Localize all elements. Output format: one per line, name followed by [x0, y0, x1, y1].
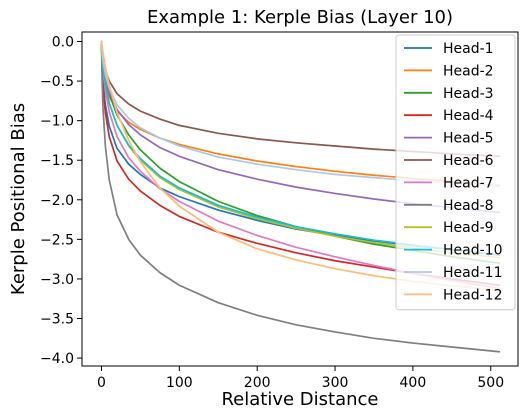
legend-label-head-3: Head-3	[443, 86, 494, 102]
y-axis-label: Kerple Positional Bias	[8, 103, 29, 295]
x-tick-label: 500	[477, 375, 504, 391]
plot-frame	[81, 31, 519, 367]
x-axis-label: Relative Distance	[221, 389, 378, 410]
y-tick-label: 0.0	[52, 34, 74, 50]
legend-label-head-11: Head-11	[443, 265, 502, 281]
legend-label-head-8: Head-8	[443, 198, 494, 214]
axes-layer: 0 100 200 300 400 500 0.0 −0.5 −1.0 −1.5 −2.0 −2.5 −…	[40, 34, 504, 391]
legend-label-head-1: Head-1	[443, 41, 494, 57]
y-tick-label: −2.0	[40, 193, 74, 209]
y-tick-label: −4.0	[40, 351, 74, 367]
legend-label-head-12: Head-12	[443, 287, 502, 303]
legend-label-head-9: Head-9	[443, 220, 494, 236]
legend: Head-1 Head-2 Head-3 Head-4 Head-5 Head-6 Head…	[395, 34, 516, 311]
x-tick-label: 400	[400, 375, 427, 391]
y-tick-label: −3.5	[40, 312, 74, 328]
y-tick-label: −1.0	[40, 114, 74, 130]
y-tick-label: −3.0	[40, 272, 74, 288]
x-tick-label: 100	[166, 375, 193, 391]
series-line-head-10	[100, 40, 501, 256]
legend-label-head-10: Head-10	[443, 243, 502, 259]
legend-label-head-2: Head-2	[443, 63, 494, 79]
x-tick-label: 0	[97, 375, 106, 391]
x-tick-label: 300	[322, 375, 349, 391]
y-tick-label: −0.5	[40, 74, 74, 90]
legend-label-head-6: Head-6	[443, 153, 494, 169]
y-tick-label: −1.5	[40, 153, 74, 169]
y-tick-label: −2.5	[40, 232, 74, 248]
series-line-head-4	[100, 40, 501, 287]
series-line-head-8	[100, 40, 501, 353]
legend-label-head-5: Head-5	[443, 131, 494, 147]
legend-label-head-4: Head-4	[443, 108, 494, 124]
x-tick-label: 200	[244, 375, 271, 391]
series-line-head-11	[100, 40, 501, 188]
legend-label-head-7: Head-7	[443, 175, 494, 191]
series-layer	[100, 40, 501, 353]
chart-title: Example 1: Kerple Bias (Layer 10)	[147, 7, 453, 28]
series-line-head-12	[100, 40, 501, 291]
legend-box	[395, 34, 516, 311]
